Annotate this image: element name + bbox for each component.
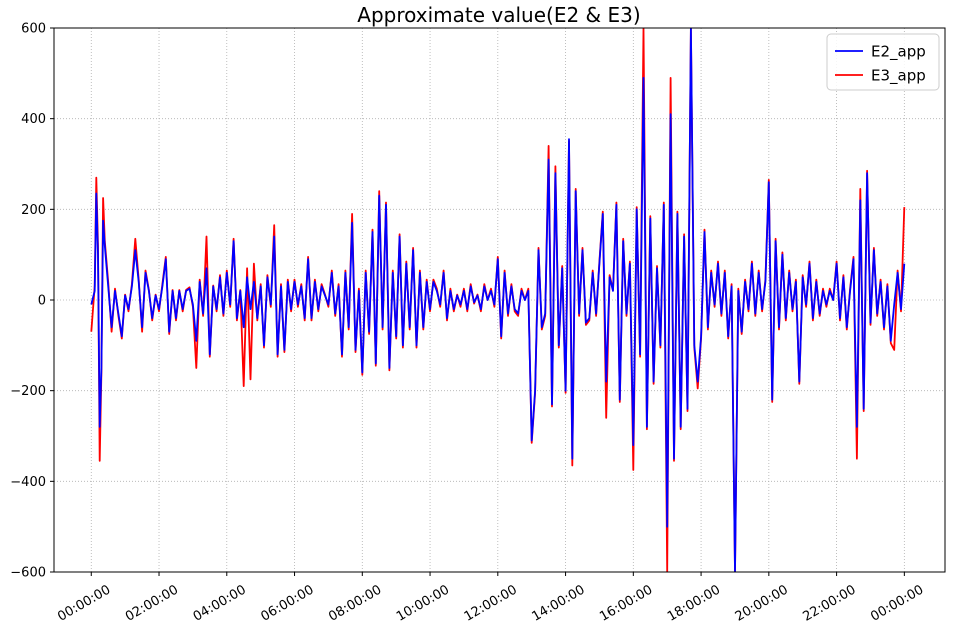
legend-label: E2_app	[871, 43, 926, 62]
plot-frame	[53, 27, 946, 573]
y-tick-label: −400	[10, 475, 46, 490]
chart-title: Approximate value(E2 & E3)	[357, 3, 640, 27]
series-line-e2_app	[90, 28, 906, 572]
legend-box	[826, 33, 940, 91]
plot-area	[90, 28, 906, 572]
y-tick-label: 400	[21, 112, 46, 127]
y-tick-label: 200	[21, 203, 46, 218]
grid	[54, 27, 945, 573]
y-tick-label: 0	[38, 294, 46, 309]
legend: E2_app E3_app	[826, 33, 940, 91]
y-tick-label: −200	[10, 384, 46, 399]
y-tick-label: 600	[21, 22, 46, 37]
y-tick-label: −600	[10, 566, 46, 581]
legend-label: E3_app	[871, 67, 926, 86]
